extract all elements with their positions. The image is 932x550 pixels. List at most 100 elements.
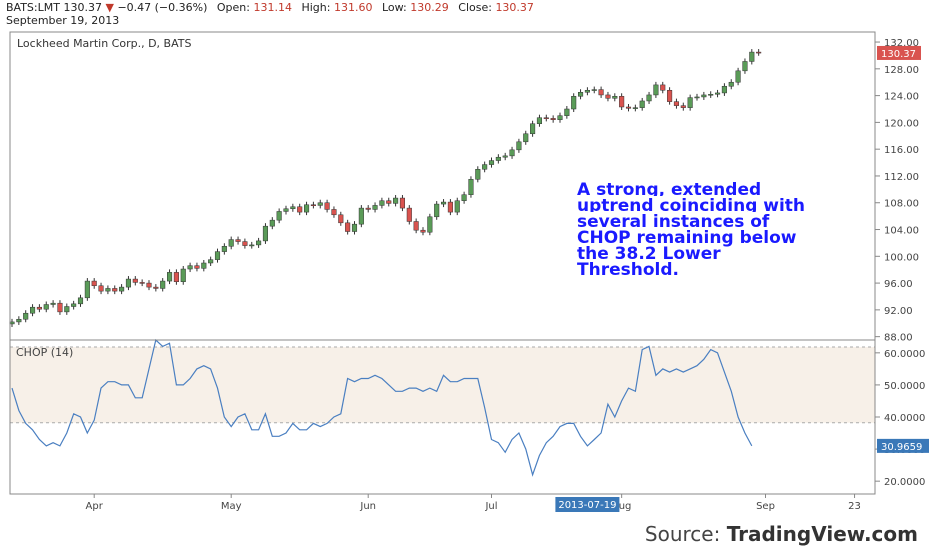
price-tick-label: 128.00 [884,65,919,76]
candle-up [721,85,727,94]
candle-down [338,214,344,224]
candle-up [694,96,700,99]
candle-down [386,200,392,204]
candle-up [735,70,741,83]
candle-up [612,96,618,99]
last-price-tag [877,45,921,60]
candle-down [235,239,241,242]
down-arrow-icon: ▼ [105,1,114,14]
time-tick-label: Jun [359,501,376,512]
price-tick-label: 92.00 [884,306,913,317]
open-label: Open: [216,1,250,14]
candle-up [256,240,262,246]
candle-down [57,302,63,313]
time-tick-label: Sep [756,501,775,512]
candle-up [632,107,638,109]
candle-up [441,201,447,205]
crosshair-date-label: 2013-07-19 [558,500,616,511]
time-tick-label: 23 [848,501,861,512]
candle-down [91,280,97,287]
candle-up [564,108,570,116]
candle-down [447,201,453,213]
tradingview-brand: TradingView.com [726,522,918,546]
candle-down [345,222,351,232]
candle-up [434,203,440,218]
candle-up [488,160,495,165]
candle-down [399,197,405,209]
candle-up [351,223,358,232]
candle-down [420,229,426,233]
crosshair-date-tag [555,497,620,512]
candle-down [680,105,686,108]
candle-up [701,94,707,98]
chop-indicator-title: CHOP (14) [16,346,73,359]
candle-up [269,219,275,227]
candle-down [194,265,200,269]
chop-tick-label: 60.0000 [884,349,925,360]
candle-up [653,84,659,96]
time-axis: Apr May Jun Jul Aug Sep 23 2013-07-19 [86,494,861,512]
candle-down [324,202,330,210]
candle-up [715,92,721,95]
time-tick-label: Jul [484,501,497,512]
price-tick-label: 120.00 [884,118,919,129]
candle-up [591,89,597,91]
candle-up [50,302,56,305]
close-label: Close: [458,1,492,14]
price-tick-label: 96.00 [884,279,913,290]
candle-down [598,89,604,96]
chop-value-tag-label: 30.9659 [881,442,922,453]
candle-up [495,156,501,161]
candle-up [557,115,563,120]
candle-up [201,262,207,269]
price-tick-label: 100.00 [884,252,919,263]
candle-up [461,194,467,201]
candle-up [16,318,22,323]
low-value: 130.29 [410,1,449,14]
symbol-label: BATS:LMT [6,1,60,14]
candle-up [742,61,748,72]
candle-down [625,106,632,109]
candle-up [523,133,529,143]
candle-down [673,101,680,106]
candle-up [208,259,214,264]
candle-down [619,96,625,108]
candle-down [146,282,152,288]
candle-down [406,207,412,222]
candle-up [214,251,221,260]
candle-up [160,280,166,289]
candle-up [708,94,714,96]
candle-up [276,211,282,221]
candle-up [64,306,70,313]
last-price-tag-label: 130.37 [881,49,916,60]
candle-up [317,202,323,206]
candle-up [262,225,268,242]
candle-up [221,246,227,252]
price-tick-label: 104.00 [884,226,919,237]
candle-up [584,90,590,93]
candle-up [249,244,255,247]
chart-date: September 19, 2013 [6,14,120,27]
low-label: Low: [381,1,407,14]
candle-up [530,123,536,135]
candle-up [578,92,584,97]
high-label: High: [301,1,331,14]
candle-up [30,306,36,314]
candle-up [379,200,385,206]
candle-up [304,204,310,213]
candle-up [228,239,234,247]
source-credit: Source: TradingView.com [644,522,918,546]
candle-down [310,204,316,206]
price-chart-title: Lockheed Martin Corp., D, BATS [17,37,191,50]
time-tick-label: May [221,501,242,512]
candle-down [173,272,179,282]
candle-up [454,200,460,213]
price-tick-label: 112.00 [884,172,919,183]
open-value: 131.14 [253,1,292,14]
chop-axis: 60.000050.000040.000030.000020.000030.96… [875,349,929,488]
candle-up [180,268,186,282]
candle-up [728,81,734,87]
price-tick-label: 108.00 [884,199,919,210]
candle-up [687,97,693,108]
